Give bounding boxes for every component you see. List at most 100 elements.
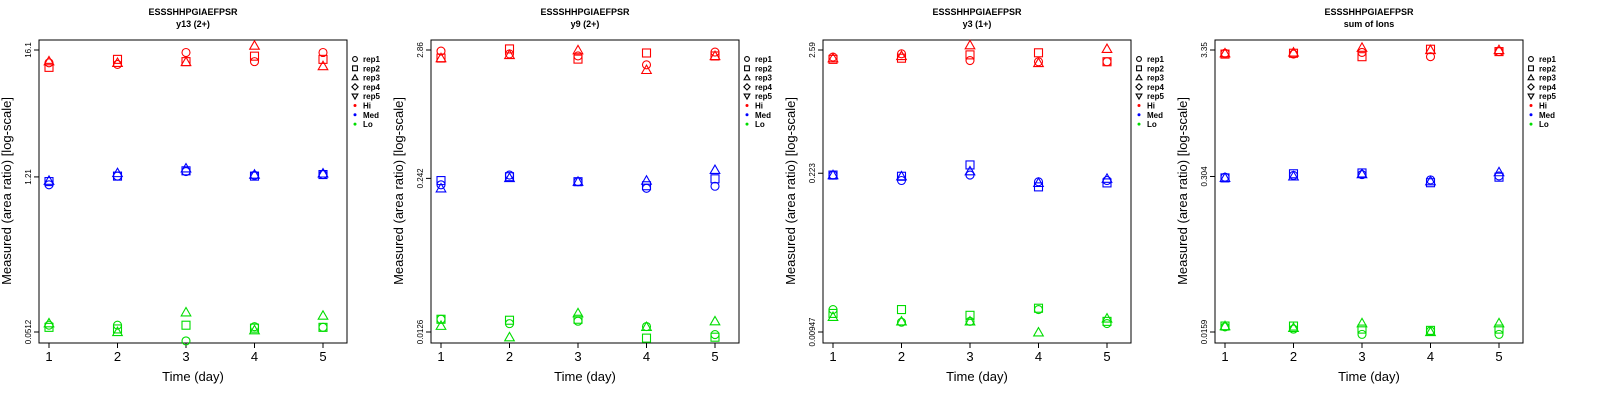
plot-frame (38, 39, 348, 344)
data-point-lo-rep2 (573, 314, 583, 324)
data-point-hi-rep2 (1288, 48, 1299, 58)
chart-title: ESSSHHPGIAEFPSR (540, 7, 630, 17)
x-tick-label: 3 (966, 349, 973, 364)
data-point-hi-rep2 (318, 54, 328, 64)
data-point-med-rep3 (1287, 170, 1300, 181)
data-point-lo-rep2 (1494, 324, 1504, 334)
data-point-lo-rep3 (1219, 320, 1231, 331)
data-point-hi-rep3 (43, 55, 55, 66)
data-point-lo-rep1 (1494, 329, 1504, 339)
legend-label-rep2: rep2 (1147, 64, 1164, 73)
data-point-lo-rep3 (317, 309, 329, 320)
data-point-hi-rep2 (641, 48, 652, 58)
legend-label-med: Med (1147, 111, 1163, 120)
data-point-lo-rep3 (964, 315, 976, 326)
chart-panel-2: ESSSHHPGIAEFPSR y9 (2+) 1 2 3 4 5 0.0126 0.242 2.… (391, 7, 772, 384)
legend-label-rep4: rep4 (1539, 83, 1556, 92)
data-point-hi-rep3 (640, 64, 653, 75)
legend-dot-hi (745, 104, 749, 107)
data-point-med-rep3 (111, 167, 124, 178)
chart-subtitle: y9 (2+) (571, 19, 600, 29)
data-point-lo-rep2 (828, 308, 838, 318)
chart-title: ESSSHHPGIAEFPSR (148, 7, 238, 17)
data-point-lo-rep3 (572, 307, 584, 318)
legend-symbol-rep3 (351, 73, 359, 81)
y-axis-label: Measured (area ratio) [log-scale] (391, 97, 406, 285)
data-point-hi-rep3 (1101, 42, 1113, 53)
data-point-lo-rep2 (710, 332, 720, 342)
chart-panel-4: ESSSHHPGIAEFPSR sum of Ions 1 2 3 4 5 0.0159 0.3… (1175, 7, 1556, 384)
data-point-med-rep3 (317, 167, 329, 178)
legend-symbol-rep2 (352, 65, 358, 72)
data-point-hi-rep1 (112, 59, 123, 69)
chart-subtitle: y3 (1+) (963, 19, 992, 29)
x-axis-label: Time (day) (554, 369, 616, 384)
data-point-lo-rep2 (112, 324, 123, 334)
legend-label-rep5: rep5 (1539, 92, 1556, 101)
legend-symbol-rep4 (743, 83, 751, 91)
data-point-med-rep2 (641, 181, 652, 191)
data-point-lo-rep1 (710, 329, 720, 340)
legend-dot-med (1137, 113, 1141, 117)
legend-symbol-rep2 (744, 65, 750, 72)
legend-symbol-rep1 (1528, 56, 1534, 62)
legend-symbol-rep3 (743, 73, 751, 81)
data-point-hi-rep1 (436, 46, 446, 56)
data-point-hi-rep3 (1356, 41, 1368, 52)
x-tick-label: 3 (574, 349, 581, 364)
data-point-lo-rep3 (1101, 312, 1113, 323)
data-point-lo-rep3 (248, 324, 261, 335)
data-point-med-rep3 (1032, 176, 1045, 188)
legend-dot-hi (1137, 104, 1141, 107)
x-axis-label: Time (day) (162, 369, 224, 384)
legend-label-rep1: rep1 (1147, 55, 1164, 64)
plot-frame (1214, 39, 1524, 344)
data-point-lo-rep1 (318, 322, 328, 332)
data-point-med-rep2 (44, 177, 54, 187)
legend-symbol-rep5 (1135, 93, 1143, 101)
legend-label-med: Med (755, 111, 771, 120)
data-point-lo-rep2 (641, 333, 652, 343)
data-point-hi-rep2 (573, 54, 583, 64)
data-point-hi-rep1 (1494, 47, 1504, 57)
data-point-hi-rep2 (44, 62, 54, 72)
legend-symbol-rep5 (743, 93, 751, 101)
data-point-med-rep3 (43, 174, 55, 185)
legend-label-rep5: rep5 (1147, 92, 1164, 101)
y-tick-label: 2.59 (808, 42, 817, 58)
data-point-lo-rep1 (1357, 329, 1367, 339)
x-tick-label: 5 (319, 349, 326, 364)
legend-dot-lo (745, 122, 749, 126)
legend-symbol-rep3 (1135, 73, 1143, 81)
legend-symbol-rep2 (1136, 65, 1142, 72)
x-tick-label: 2 (114, 349, 121, 364)
data-point-hi-rep3 (895, 50, 908, 61)
legend-label-rep3: rep3 (1539, 74, 1556, 83)
legend-symbol-rep3 (1527, 73, 1535, 81)
legend-dot-hi (1529, 104, 1533, 107)
data-point-hi-rep2 (1220, 49, 1230, 59)
y-tick-label: 16.1 (24, 42, 33, 58)
legend-symbol-rep4 (1527, 83, 1535, 91)
data-point-hi-rep1 (44, 58, 54, 68)
plot-frame (430, 39, 740, 344)
x-tick-label: 3 (182, 349, 189, 364)
chart-subtitle: sum of Ions (1344, 19, 1395, 29)
data-point-med-rep2 (1288, 169, 1299, 179)
legend-label-lo: Lo (1539, 120, 1549, 129)
data-point-hi-rep3 (435, 52, 447, 63)
data-point-lo-rep2 (436, 314, 446, 324)
chart-title: ESSSHHPGIAEFPSR (932, 7, 1022, 17)
y-tick-label: 3.35 (1200, 42, 1209, 58)
data-point-med-rep3 (1424, 175, 1437, 186)
data-point-med-rep1 (710, 181, 720, 191)
legend-dot-med (745, 113, 749, 117)
data-point-lo-rep2 (1357, 324, 1367, 334)
panels: ESSSHHPGIAEFPSR y13 (2+) 1 2 3 4 5 0.0512 1.21 16… (0, 7, 1556, 384)
legend-label-rep5: rep5 (755, 92, 772, 101)
x-tick-label: 4 (643, 349, 650, 364)
